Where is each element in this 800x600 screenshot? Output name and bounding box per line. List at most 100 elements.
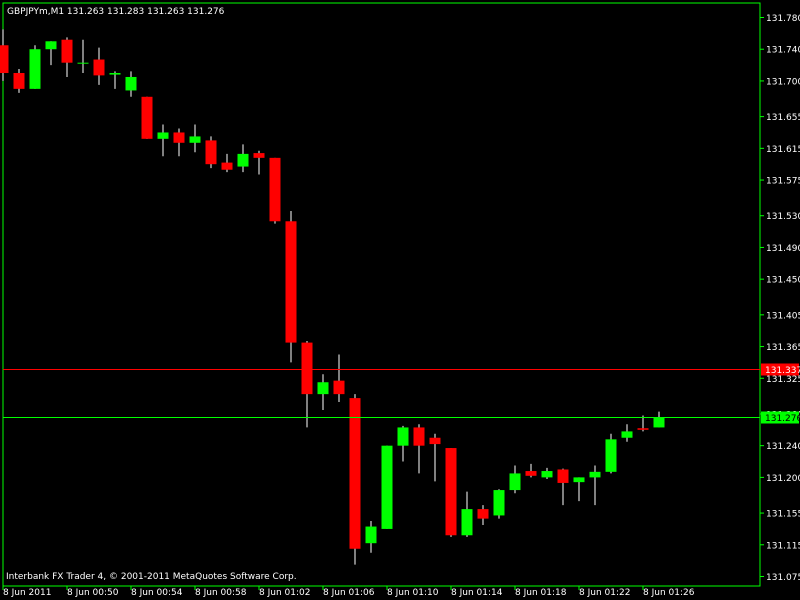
candle-body-bear	[333, 380, 345, 395]
candle	[45, 41, 57, 66]
candle-body-bull	[237, 153, 249, 167]
candle	[509, 465, 521, 494]
candle	[109, 71, 121, 89]
candle-body-bear	[349, 398, 361, 549]
time-tick-label: 8 Jun 01:10	[387, 588, 439, 598]
candle	[317, 374, 329, 410]
chart-title: GBPJPYm,M1 131.263 131.283 131.263 131.2…	[7, 7, 225, 17]
candle-body-bull	[509, 473, 521, 491]
candle	[93, 47, 105, 85]
candle-series	[0, 29, 665, 565]
time-tick-label: 8 Jun 00:58	[195, 588, 247, 598]
candle	[13, 69, 25, 93]
candle-body-bull	[29, 49, 41, 89]
candle	[653, 411, 665, 428]
bid-price-label: 131.276	[765, 414, 800, 424]
candle-body-bear	[253, 153, 265, 158]
candle	[429, 433, 441, 482]
candle	[413, 424, 425, 474]
price-tick-label: 131.530	[766, 212, 800, 222]
candle-body-bear	[221, 162, 233, 170]
candle-body-bear	[477, 509, 489, 519]
candle	[29, 45, 41, 89]
candle	[189, 124, 201, 153]
time-tick-label: 8 Jun 01:26	[643, 588, 695, 598]
time-tick-label: 8 Jun 01:22	[579, 588, 630, 598]
candle	[0, 29, 9, 81]
price-tick-label: 131.405	[766, 311, 800, 321]
candle-body-bear	[637, 428, 649, 430]
candle	[237, 144, 249, 173]
candle-body-bear	[173, 132, 185, 143]
time-tick-label: 8 Jun 01:02	[259, 588, 310, 598]
candle	[397, 425, 409, 462]
candle-body-bear	[141, 96, 153, 139]
candle	[173, 128, 185, 157]
time-axis: 8 Jun 2011 8 Jun 00:50 8 Jun 00:54 8 Jun 00…	[2, 586, 695, 598]
candle-body-bull	[573, 477, 585, 483]
candle-body-bull	[589, 471, 601, 478]
candle	[525, 463, 537, 478]
ask-price-label: 131.337	[765, 366, 800, 376]
time-tick-label: 8 Jun 00:54	[131, 588, 183, 598]
candle	[301, 341, 313, 428]
time-tick-label: 8 Jun 00:50	[67, 588, 119, 598]
candle-body-bull	[125, 76, 137, 91]
bid-price-tag	[761, 411, 799, 424]
candle	[269, 157, 281, 224]
candle	[557, 468, 569, 506]
price-tick-label: 131.780	[766, 14, 800, 24]
time-tick-label: 8 Jun 01:06	[323, 588, 375, 598]
candle	[621, 424, 633, 442]
candle-body-bull	[189, 136, 201, 143]
candle-body-bear	[301, 342, 313, 395]
candle	[77, 39, 89, 74]
candle	[221, 153, 233, 173]
candle	[573, 477, 585, 502]
candle-body-bull	[397, 427, 409, 446]
candle-body-bull	[365, 526, 377, 544]
candle	[365, 520, 377, 553]
price-tick-label: 131.200	[766, 474, 800, 484]
candle-body-bear	[13, 73, 25, 89]
price-levels: 131.337 131.276	[3, 363, 800, 424]
candle-body-bear	[429, 437, 441, 445]
candle-body-bull	[653, 417, 665, 428]
candle	[381, 445, 393, 529]
candle-body-bull	[605, 439, 617, 472]
candle-body-bear	[93, 59, 105, 76]
candle-body-bear	[525, 471, 537, 476]
candle	[157, 124, 169, 157]
price-axis: 131.780 131.740 131.700 131.655 131.615 131.5…	[760, 14, 800, 583]
candle	[605, 433, 617, 474]
price-tick-label: 131.115	[766, 541, 800, 551]
candle-body-bull	[109, 73, 121, 75]
candle-body-bear	[269, 157, 281, 222]
candle	[493, 489, 505, 519]
price-tick-label: 131.240	[766, 442, 800, 452]
price-tick-label: 131.655	[766, 113, 800, 123]
price-tick-label: 131.155	[766, 510, 800, 520]
candle-body-bear	[445, 448, 457, 536]
candle-body-bull	[317, 382, 329, 395]
candle-body-bear	[557, 469, 569, 483]
candle-body-bull	[157, 132, 169, 139]
chart-frame	[2, 2, 761, 587]
price-tick-label: 131.365	[766, 343, 800, 353]
candle-body-bull	[621, 431, 633, 438]
candle-body-bear	[61, 39, 73, 63]
candle-body-bear	[205, 140, 217, 165]
candle	[589, 465, 601, 506]
candle	[285, 210, 297, 363]
candle	[333, 354, 345, 403]
candle-body-bear	[413, 427, 425, 446]
price-tick-label: 131.740	[766, 46, 800, 56]
candle	[125, 71, 137, 97]
ask-price-tag	[761, 363, 799, 376]
candle-body-bull	[541, 471, 553, 478]
candle	[461, 491, 473, 537]
candle	[445, 448, 457, 537]
candle	[349, 394, 361, 565]
